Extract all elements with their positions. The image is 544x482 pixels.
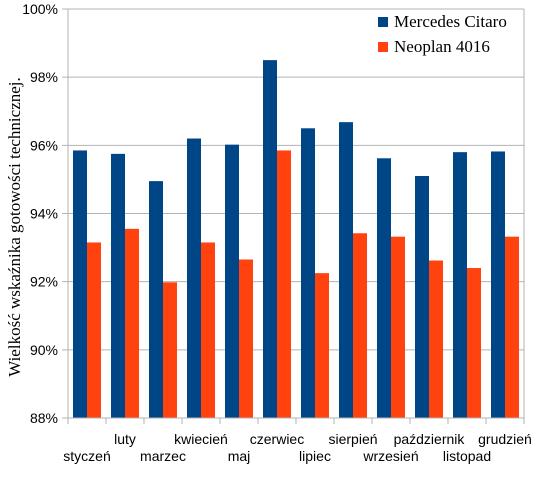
- bar-neoplan-4016-październik: [429, 260, 443, 418]
- bar-mercedes-citaro-listopad: [453, 152, 467, 418]
- bar-neoplan-4016-lipiec: [315, 273, 329, 418]
- bar-mercedes-citaro-lipiec: [301, 128, 315, 418]
- y-tick-label: 90%: [30, 342, 58, 358]
- legend: Mercedes Citaro Neoplan 4016: [378, 12, 507, 56]
- bar-neoplan-4016-maj: [239, 259, 253, 418]
- bar-mercedes-citaro-sierpień: [339, 122, 353, 418]
- x-tick-label-czerwiec: czerwiec: [250, 431, 304, 447]
- bar-mercedes-citaro-grudzień: [491, 151, 505, 419]
- legend-label-neoplan-4016: Neoplan 4016: [394, 37, 490, 56]
- bar-mercedes-citaro-marzec: [149, 181, 163, 418]
- bar-neoplan-4016-wrzesień: [391, 236, 405, 418]
- x-tick-label-listopad: listopad: [443, 448, 491, 464]
- x-tick-label-wrzesień: wrzesień: [362, 448, 418, 464]
- axes: [67, 9, 525, 424]
- bar-neoplan-4016-sierpień: [353, 233, 367, 418]
- y-tick-label: 100%: [22, 1, 58, 17]
- y-tick-label: 88%: [30, 410, 58, 426]
- legend-swatch-neoplan-4016: [378, 42, 388, 52]
- y-tick-label: 98%: [30, 69, 58, 85]
- x-tick-labels: styczeńlutymarzeckwiecieńmajczerwieclipi…: [63, 431, 532, 464]
- legend-swatch-mercedes-citaro: [378, 17, 388, 27]
- bar-neoplan-4016-grudzień: [505, 236, 519, 418]
- bar-neoplan-4016-listopad: [467, 268, 481, 418]
- bar-mercedes-citaro-styczeń: [73, 150, 87, 418]
- bar-neoplan-4016-marzec: [163, 282, 177, 418]
- y-tick-label: 92%: [30, 274, 58, 290]
- bar-mercedes-citaro-październik: [415, 176, 429, 418]
- legend-label-mercedes-citaro: Mercedes Citaro: [394, 12, 507, 31]
- x-tick-label-styczeń: styczeń: [63, 448, 110, 464]
- x-tick-label-lipiec: lipiec: [299, 448, 331, 464]
- y-tick-label: 96%: [30, 137, 58, 153]
- x-tick-label-maj: maj: [228, 448, 251, 464]
- x-tick-label-sierpień: sierpień: [328, 431, 377, 447]
- y-tick-labels: 88% 90% 92% 94% 96% 98% 100%: [22, 1, 58, 426]
- x-tick-label-październik: październik: [394, 431, 466, 447]
- y-tick-label: 94%: [30, 206, 58, 222]
- bar-mercedes-citaro-kwiecień: [187, 138, 201, 418]
- y-axis-label: Wielkość wskaźnika gotowości technicznej…: [5, 77, 24, 377]
- x-tick-label-marzec: marzec: [140, 448, 186, 464]
- bar-neoplan-4016-styczeń: [87, 242, 101, 418]
- bar-neoplan-4016-kwiecień: [201, 242, 215, 418]
- bar-neoplan-4016-luty: [125, 228, 139, 418]
- x-tick-label-kwiecień: kwiecień: [174, 431, 228, 447]
- x-tick-label-luty: luty: [114, 431, 136, 447]
- bars: [73, 60, 519, 419]
- bar-mercedes-citaro-luty: [111, 153, 125, 418]
- x-tick-label-grudzień: grudzień: [478, 431, 532, 447]
- bar-mercedes-citaro-maj: [225, 144, 239, 418]
- bar-neoplan-4016-czerwiec: [277, 150, 291, 418]
- bar-mercedes-citaro-wrzesień: [377, 158, 391, 418]
- bar-mercedes-citaro-czerwiec: [263, 60, 277, 418]
